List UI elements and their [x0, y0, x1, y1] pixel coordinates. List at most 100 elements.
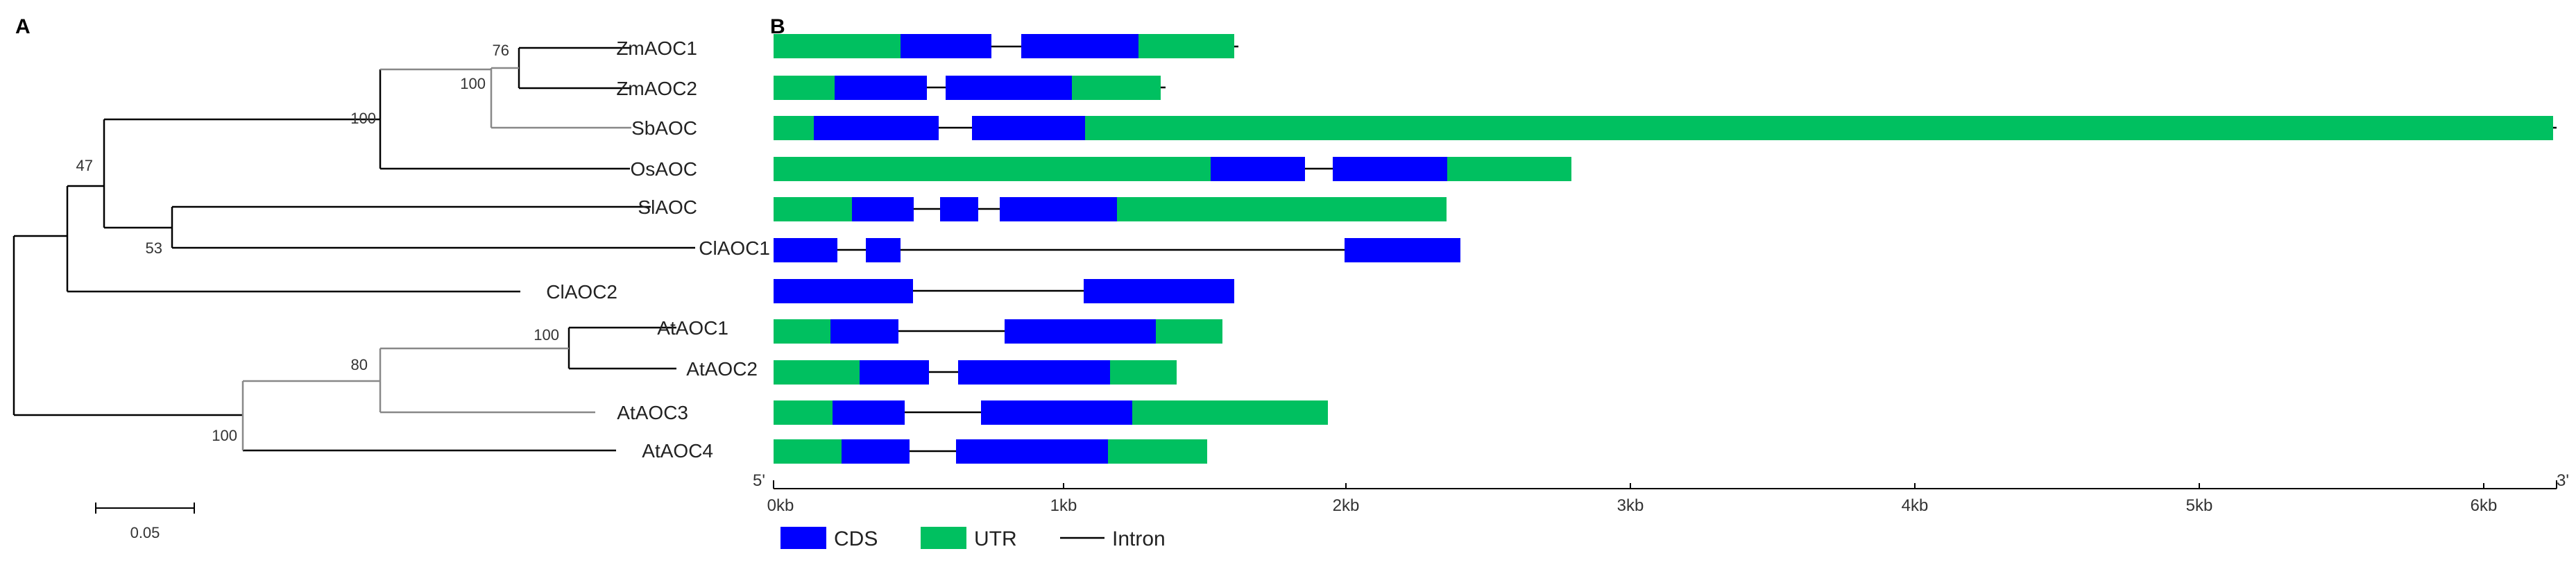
cds-segment — [774, 238, 837, 262]
utr-segment — [774, 439, 842, 464]
cds-segment — [774, 279, 913, 303]
cds-segment — [1345, 238, 1460, 262]
cds-segment — [833, 400, 905, 425]
bootstrap-grass: 100 — [460, 75, 486, 92]
bootstrap-monocots: 100 — [350, 110, 376, 127]
gene-row-osaoc — [774, 157, 1571, 181]
bootstrap-sl-cl: 53 — [146, 239, 162, 257]
axis-tick-label: 0kb — [767, 496, 794, 515]
taxon-label: ZmAOC1 — [616, 37, 697, 59]
utr-segment — [1156, 319, 1222, 344]
taxon-label: AtAOC2 — [686, 358, 758, 380]
gene-row-claoc1 — [774, 238, 1460, 262]
cds-segment — [830, 319, 898, 344]
utr-segment — [1072, 76, 1161, 100]
axis-tick-label: 4kb — [1902, 496, 1929, 515]
legend-cds-swatch — [781, 527, 826, 549]
bootstrap-at12: 100 — [534, 326, 559, 344]
gene-row-sbaoc — [774, 116, 2557, 140]
legend-utr-label: UTR — [974, 527, 1017, 550]
cds-segment — [1211, 157, 1305, 181]
utr-segment — [1110, 360, 1177, 385]
gene-structures — [774, 34, 2557, 464]
tree-branches-gray — [241, 67, 631, 450]
cds-segment — [1000, 197, 1117, 221]
gene-row-ataoc4 — [774, 439, 1207, 464]
utr-segment — [1138, 34, 1234, 58]
taxon-label: ClAOC1 — [699, 237, 770, 259]
scale-bar-label: 0.05 — [130, 524, 160, 541]
utr-segment — [1447, 157, 1571, 181]
cds-segment — [852, 197, 914, 221]
cds-segment — [940, 197, 978, 221]
taxon-label: OsAOC — [631, 158, 697, 180]
cds-segment — [1333, 157, 1447, 181]
gene-row-ataoc1 — [774, 319, 1222, 344]
axis-tick-labels: 0kb 1kb 2kb 3kb 4kb 5kb 6kb — [767, 496, 2498, 515]
cds-segment — [956, 439, 1108, 464]
gene-row-zmaoc2 — [774, 76, 1166, 100]
axis-tick-label: 5kb — [2186, 496, 2213, 515]
legend-utr-swatch — [921, 527, 966, 549]
utr-segment — [774, 34, 901, 58]
cds-segment — [1021, 34, 1138, 58]
gene-row-ataoc3 — [774, 400, 1328, 425]
axis-tick-label: 1kb — [1050, 496, 1077, 515]
cds-segment — [814, 116, 939, 140]
gene-row-slaoc — [774, 197, 1447, 221]
gene-row-ataoc2 — [774, 360, 1177, 385]
taxon-label: SlAOC — [638, 196, 697, 218]
cds-segment — [842, 439, 910, 464]
taxa-labels: ZmAOC1 ZmAOC2 SbAOC OsAOC SlAOC ClAOC1 C… — [546, 37, 770, 462]
utr-segment — [1117, 197, 1447, 221]
axis-tick-label: 2kb — [1333, 496, 1360, 515]
utr-segment — [1132, 400, 1328, 425]
panel-b-label: B — [770, 15, 785, 38]
kb-axis: 5' 3' 0kb 1kb 2kb 3kb 4kb 5kb 6kb — [753, 471, 2569, 515]
utr-segment — [774, 319, 830, 344]
utr-segment — [1108, 439, 1207, 464]
tree-branches — [12, 47, 695, 452]
three-prime-label: 3' — [2557, 471, 2569, 490]
five-prime-label: 5' — [753, 471, 765, 490]
utr-segment — [774, 116, 814, 140]
cds-segment — [1084, 279, 1234, 303]
bootstrap-zm: 76 — [493, 42, 509, 59]
cds-segment — [981, 400, 1132, 425]
utr-segment — [774, 400, 833, 425]
taxon-label: ZmAOC2 — [616, 78, 697, 99]
gene-structure-panel: B — [753, 15, 2569, 550]
scale-bar: 0.05 — [95, 503, 195, 541]
cds-segment — [958, 360, 1110, 385]
bootstrap-ingroup: 47 — [76, 157, 93, 174]
taxon-label: AtAOC1 — [657, 317, 728, 339]
cds-segment — [901, 34, 991, 58]
taxon-label: AtAOC4 — [642, 440, 713, 462]
legend: CDS UTR Intron — [781, 527, 1166, 550]
panel-a-label: A — [15, 15, 31, 38]
bootstrap-at-all: 100 — [212, 427, 237, 444]
legend-intron-label: Intron — [1112, 527, 1166, 550]
legend-cds-label: CDS — [834, 527, 878, 550]
utr-segment — [1085, 116, 2553, 140]
phylogenetic-tree-panel: A — [12, 15, 770, 541]
cds-segment — [1005, 319, 1156, 344]
cds-segment — [972, 116, 1085, 140]
bootstrap-values: 76 100 100 47 53 100 80 100 — [76, 42, 559, 444]
gene-row-claoc2 — [774, 279, 1234, 303]
cds-segment — [860, 360, 929, 385]
axis-tick-label: 3kb — [1617, 496, 1644, 515]
taxon-label: AtAOC3 — [617, 402, 688, 423]
bootstrap-at123: 80 — [351, 356, 368, 373]
utr-segment — [774, 197, 852, 221]
utr-segment — [774, 360, 860, 385]
utr-segment — [774, 76, 835, 100]
cds-segment — [866, 238, 901, 262]
cds-segment — [835, 76, 927, 100]
taxon-label: SbAOC — [631, 117, 697, 139]
taxon-label: ClAOC2 — [546, 281, 617, 303]
axis-tick-label: 6kb — [2471, 496, 2498, 515]
utr-segment — [774, 157, 1211, 181]
